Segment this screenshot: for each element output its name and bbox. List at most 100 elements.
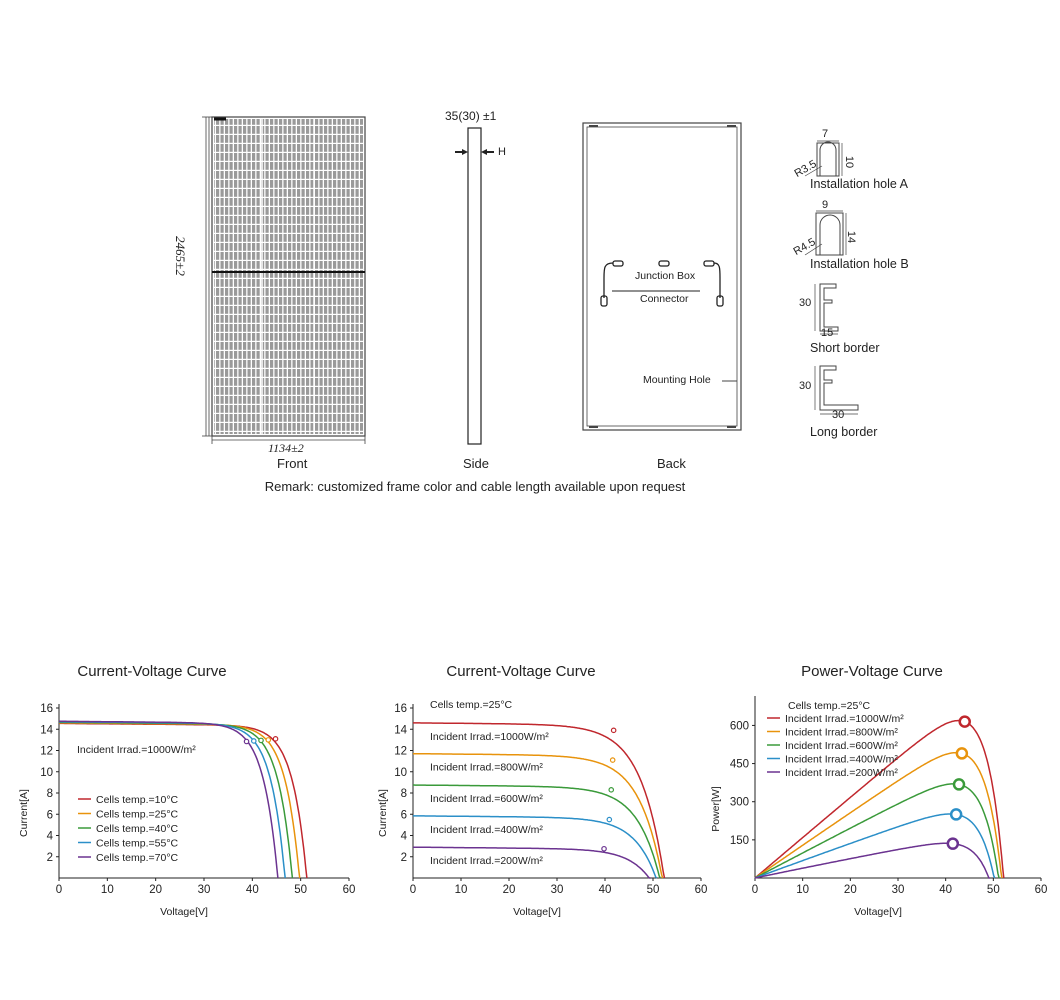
x-tick-label: 0 xyxy=(410,884,416,896)
y-tick-label: 4 xyxy=(401,831,408,843)
chart-title: Current-Voltage Curve xyxy=(77,663,226,680)
x-tick-label: 60 xyxy=(343,884,356,896)
series-line xyxy=(413,784,661,879)
connector-label: Connector xyxy=(640,293,689,305)
legend-label: Incident Irrad.=600W/m² xyxy=(785,740,898,752)
x-axis-label: Voltage[V] xyxy=(513,906,561,918)
series-line xyxy=(413,846,651,879)
x-tick-label: 40 xyxy=(939,884,952,896)
y-tick-label: 16 xyxy=(40,703,53,715)
y-tick-label: 450 xyxy=(730,759,749,771)
max-power-marker xyxy=(243,738,250,745)
series-line xyxy=(413,722,666,879)
y-tick-label: 4 xyxy=(47,831,54,843)
curve-label: Incident Irrad.=200W/m² xyxy=(430,855,543,867)
chart-1: Current-Voltage Curve 0 10 20 30 40 50 60 2 4 6 8 10… xyxy=(18,663,355,918)
legend-label: Cells temp.=55°C xyxy=(96,838,179,850)
chart-annotation: Incident Irrad.=1000W/m² xyxy=(77,744,196,756)
max-power-marker xyxy=(601,845,607,852)
max-power-marker xyxy=(272,736,279,742)
legend-label: Cells temp.=25°C xyxy=(96,809,179,821)
curve-label: Incident Irrad.=800W/m² xyxy=(430,762,543,774)
series-line xyxy=(413,752,664,879)
x-tick-label: 30 xyxy=(892,884,905,896)
max-power-marker xyxy=(258,737,264,744)
y-tick-label: 2 xyxy=(401,852,407,864)
y-tick-label: 14 xyxy=(394,724,407,736)
max-power-marker xyxy=(265,737,272,743)
x-tick-label: 0 xyxy=(56,884,62,896)
back-view xyxy=(582,122,742,431)
max-power-marker xyxy=(606,816,613,823)
side-view xyxy=(455,127,494,445)
x-tick-label: 40 xyxy=(599,884,612,896)
max-power-marker xyxy=(952,778,966,791)
short-border-drawing xyxy=(814,283,839,335)
y-axis-label: Current[A] xyxy=(377,789,389,837)
legend-label: Cells temp.=40°C xyxy=(96,823,179,835)
y-tick-label: 10 xyxy=(40,767,53,779)
x-tick-label: 20 xyxy=(503,884,516,896)
y-tick-label: 6 xyxy=(401,809,407,821)
front-width-dimension: 1134±2 xyxy=(268,441,304,455)
front-view xyxy=(202,116,366,444)
legend-label: Incident Irrad.=200W/m² xyxy=(785,767,898,779)
x-tick-label: 10 xyxy=(101,884,114,896)
max-power-marker xyxy=(608,787,615,793)
x-tick-label: 50 xyxy=(294,884,307,896)
y-tick-label: 8 xyxy=(401,788,407,800)
max-power-marker xyxy=(609,757,616,763)
x-tick-label: 40 xyxy=(246,884,259,896)
chart-title: Power-Voltage Curve xyxy=(801,663,943,680)
short-border-width: 15 xyxy=(821,327,834,339)
y-tick-label: 12 xyxy=(40,746,53,758)
legend-label: Incident Irrad.=800W/m² xyxy=(785,727,898,739)
chart-annotation: Cells temp.=25°C xyxy=(430,699,513,711)
x-axis-label: Voltage[V] xyxy=(160,906,208,918)
remark-text: Remark: customized frame color and cable… xyxy=(264,479,686,494)
x-tick-label: 20 xyxy=(844,884,857,896)
max-power-marker xyxy=(250,738,257,744)
legend-label: Incident Irrad.=400W/m² xyxy=(785,754,898,766)
x-tick-label: 10 xyxy=(455,884,468,896)
long-border-drawing xyxy=(814,365,859,415)
series-line xyxy=(59,720,279,879)
module-drawings xyxy=(202,116,859,445)
y-tick-label: 14 xyxy=(40,724,53,736)
x-tick-label: 50 xyxy=(987,884,1000,896)
x-tick-label: 50 xyxy=(647,884,660,896)
legend-label: Cells temp.=10°C xyxy=(96,794,179,806)
back-caption: Back xyxy=(657,456,686,471)
x-axis-label: Voltage[V] xyxy=(854,906,902,918)
chart-title: Current-Voltage Curve xyxy=(446,663,595,680)
max-power-marker xyxy=(955,747,969,760)
curve-label: Incident Irrad.=600W/m² xyxy=(430,793,543,805)
cell-grid xyxy=(214,119,363,434)
front-caption: Front xyxy=(277,456,308,471)
side-caption: Side xyxy=(463,456,490,471)
hole-a-width: 7 xyxy=(822,128,829,140)
x-tick-label: 30 xyxy=(198,884,211,896)
long-border-width: 30 xyxy=(832,409,845,421)
junction-box-drawing xyxy=(600,260,724,307)
short-border-caption: Short border xyxy=(810,341,880,355)
side-thickness-dimension: 35(30) ±1 xyxy=(445,109,497,123)
series-line xyxy=(754,813,996,879)
side-h-label: H xyxy=(498,146,506,158)
long-border-height: 30 xyxy=(799,380,812,392)
y-tick-label: 8 xyxy=(47,788,53,800)
x-tick-label: 0 xyxy=(752,884,758,896)
legend-label: Incident Irrad.=1000W/m² xyxy=(785,713,904,725)
width-dimension xyxy=(211,436,366,444)
hole-b-caption: Installation hole B xyxy=(810,257,909,271)
y-tick-label: 6 xyxy=(47,809,53,821)
chart-2: Current-Voltage Curve 0 10 20 30 40 50 60 2 4 6 8 10… xyxy=(377,663,707,918)
y-tick-label: 12 xyxy=(394,746,407,758)
y-tick-label: 300 xyxy=(730,797,749,809)
y-axis-label: Current[A] xyxy=(18,789,30,837)
chart-annotation: Cells temp.=25°C xyxy=(788,700,871,712)
y-tick-label: 2 xyxy=(47,852,53,864)
legend-label: Cells temp.=70°C xyxy=(96,852,179,864)
x-tick-label: 30 xyxy=(551,884,564,896)
